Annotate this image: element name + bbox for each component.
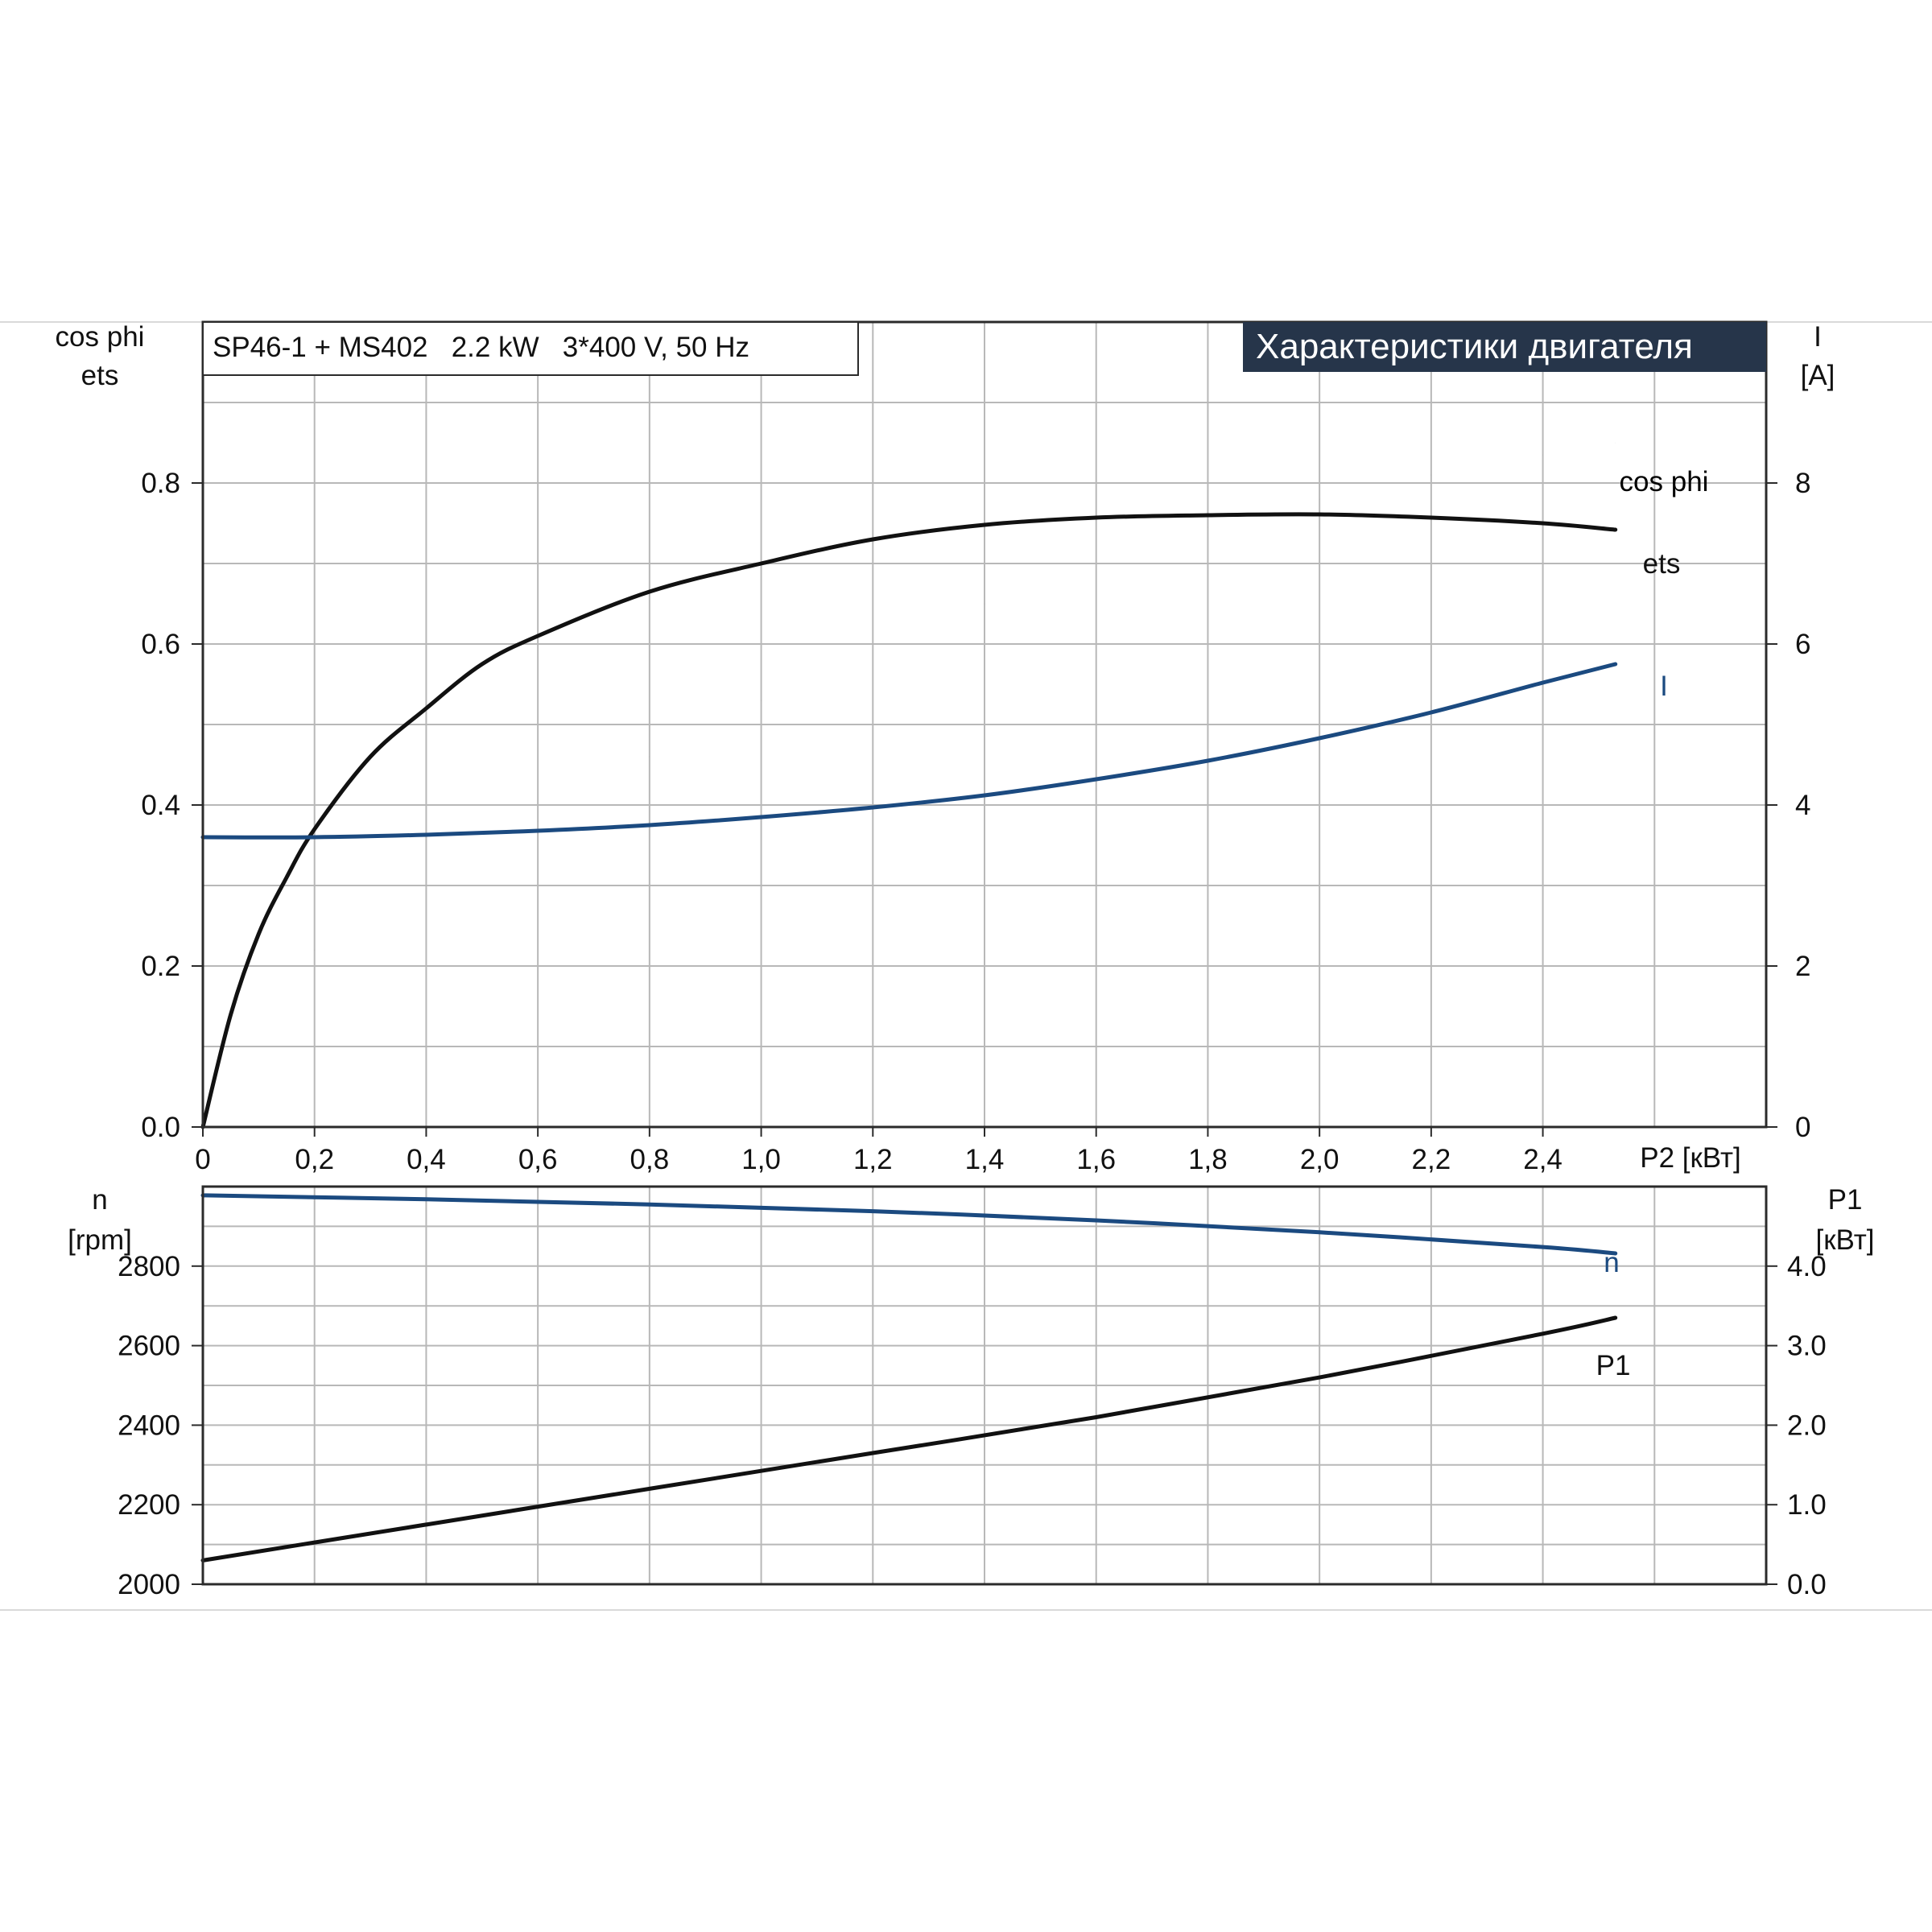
bottom-panel-ticks: 2000 2200 2400 2600 2800 0.0 1.0 2.0 3.0 4.0 xyxy=(118,1251,1827,1600)
x-tick-label: 1,2 xyxy=(853,1144,893,1175)
x-tick-label: 1,0 xyxy=(741,1144,781,1175)
bottom-right-y-tick-label: 0.0 xyxy=(1787,1569,1827,1600)
right-y-tick-label: 0 xyxy=(1795,1112,1810,1143)
series-label-ets: ets xyxy=(1643,548,1681,580)
x-tick-label: 0 xyxy=(195,1144,210,1175)
bottom-right-axis-label-p1: P1 xyxy=(1828,1184,1863,1216)
bottom-panel-frame xyxy=(201,1185,1768,1586)
series-label-i: I xyxy=(1660,671,1668,702)
series-line-p1 xyxy=(200,1315,1618,1563)
x-tick-label: 0,8 xyxy=(630,1144,670,1175)
bottom-right-y-tick-label: 2.0 xyxy=(1787,1410,1827,1441)
right-axis-label-unit-a: [A] xyxy=(1801,360,1835,391)
header-box xyxy=(202,321,859,376)
right-y-tick-label: 8 xyxy=(1795,468,1810,499)
bottom-panel-series: n P1 xyxy=(200,1193,1631,1563)
bottom-left-y-tick-label: 2200 xyxy=(118,1489,180,1521)
top-panel-ticks: 0 0,2 0,4 0,6 0,8 1,0 1,2 1,4 1,6 1,8 2,0 2,2 2,4 0.0… xyxy=(141,468,1810,1175)
bottom-left-axis-label-n: n xyxy=(92,1184,107,1216)
bottom-right-y-tick-label: 1.0 xyxy=(1787,1489,1827,1521)
left-y-tick-label: 0.4 xyxy=(141,790,180,821)
series-line-i xyxy=(200,662,1618,840)
bottom-left-axis-label-rpm: [rpm] xyxy=(68,1224,132,1256)
left-axis-label-ets: ets xyxy=(81,360,119,391)
top-panel-grid xyxy=(202,321,1767,1127)
bottom-left-y-tick-label: 2000 xyxy=(118,1569,180,1600)
bottom-right-y-tick-label: 3.0 xyxy=(1787,1331,1827,1362)
x-tick-label: 2,0 xyxy=(1300,1144,1340,1175)
series-line-cos-phi xyxy=(203,443,1616,1022)
bottom-right-y-tick-label: 4.0 xyxy=(1787,1251,1827,1282)
bottom-right-axis-label-kw: [кВт] xyxy=(1816,1224,1875,1256)
x-tick-label: 1,6 xyxy=(1076,1144,1116,1175)
left-y-tick-label: 0.0 xyxy=(141,1112,180,1143)
series-line-ets xyxy=(200,512,1618,1129)
x-tick-label: 0,6 xyxy=(518,1144,558,1175)
bottom-left-y-tick-label: 2800 xyxy=(118,1251,180,1282)
x-tick-label: 2,4 xyxy=(1523,1144,1563,1175)
left-axis-label-cos-phi: cos phi xyxy=(56,321,145,353)
title-box xyxy=(1243,322,1766,372)
x-tick-label: 1,4 xyxy=(965,1144,1005,1175)
right-y-tick-label: 6 xyxy=(1795,629,1810,660)
left-y-tick-label: 0.2 xyxy=(141,951,180,982)
series-line-n xyxy=(200,1193,1618,1256)
top-panel-series: cos phi ets I xyxy=(200,442,1709,1129)
chart-title: Характеристики двигателя xyxy=(1256,327,1693,366)
series-label-cos-phi: cos phi xyxy=(1620,466,1709,497)
x-tick-label: 0,4 xyxy=(407,1144,446,1175)
chart-header: SP46-1 + MS402 2.2 kW 3*400 V, 50 Hz xyxy=(213,332,749,363)
series-label-p1: P1 xyxy=(1596,1350,1631,1381)
right-y-tick-label: 2 xyxy=(1795,951,1810,982)
bottom-left-y-tick-label: 2400 xyxy=(118,1410,180,1441)
left-y-tick-label: 0.8 xyxy=(141,468,180,499)
bottom-left-y-tick-label: 2600 xyxy=(118,1331,180,1362)
x-axis-label: P2 [кВт] xyxy=(1640,1142,1741,1174)
x-tick-label: 2,2 xyxy=(1412,1144,1451,1175)
right-y-tick-label: 4 xyxy=(1795,790,1810,821)
series-label-n: n xyxy=(1604,1247,1619,1278)
left-y-tick-label: 0.6 xyxy=(141,629,180,660)
right-axis-label-i: I xyxy=(1814,321,1822,353)
bottom-panel-grid xyxy=(202,1186,1767,1584)
x-tick-label: 0,2 xyxy=(295,1144,334,1175)
x-tick-label: 1,8 xyxy=(1188,1144,1228,1175)
